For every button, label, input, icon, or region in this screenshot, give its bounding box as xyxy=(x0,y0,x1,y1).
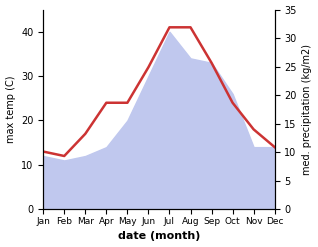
X-axis label: date (month): date (month) xyxy=(118,231,200,242)
Y-axis label: med. precipitation (kg/m2): med. precipitation (kg/m2) xyxy=(302,44,313,175)
Y-axis label: max temp (C): max temp (C) xyxy=(5,76,16,143)
